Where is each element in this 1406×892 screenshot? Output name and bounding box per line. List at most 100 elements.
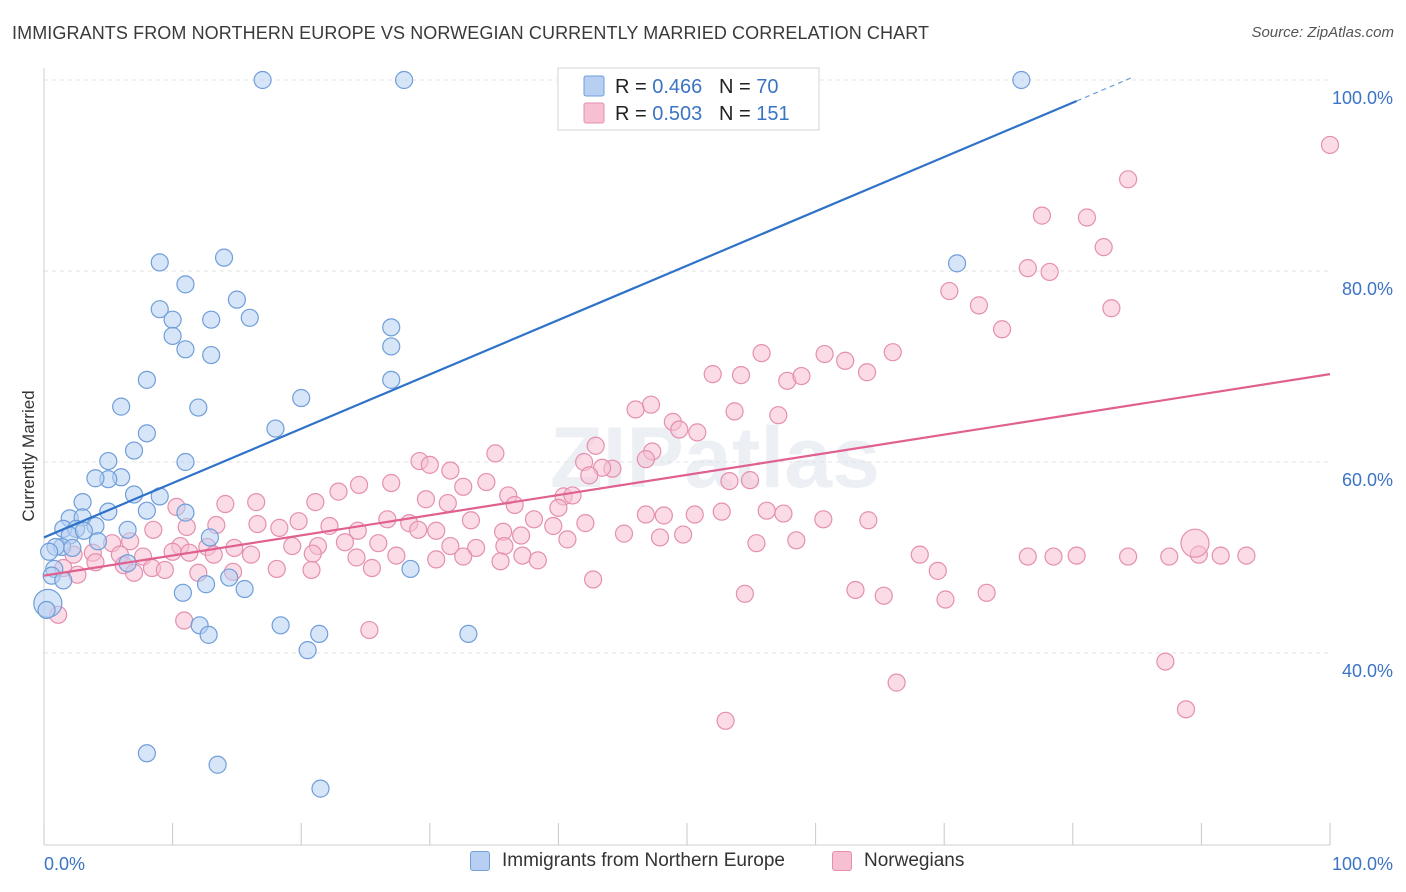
point-norwegians: [362, 558, 382, 578]
point-norwegians: [1320, 135, 1340, 155]
point-immigrants: [459, 624, 478, 644]
legend-label-immigrants: Immigrants from Northern Europe: [502, 850, 785, 871]
point-immigrants: [382, 318, 401, 337]
point-norwegians: [787, 531, 806, 550]
point-immigrants: [112, 397, 131, 416]
point-immigrants: [394, 70, 414, 90]
point-immigrants: [266, 419, 285, 438]
point-norwegians: [382, 473, 401, 493]
point-norwegians: [289, 512, 308, 531]
point-norwegians: [409, 520, 428, 539]
point-norwegians: [558, 530, 577, 549]
point-norwegians: [836, 351, 855, 370]
point-immigrants: [240, 308, 259, 327]
point-norwegians: [438, 493, 457, 513]
point-immigrants: [176, 275, 195, 294]
point-norwegians: [302, 560, 321, 580]
point-norwegians: [369, 534, 388, 553]
point-norwegians: [225, 538, 244, 558]
point-norwegians: [267, 559, 286, 579]
point-norwegians: [441, 461, 460, 480]
legend-label-norwegians: Norwegians: [864, 850, 965, 871]
point-immigrants: [163, 310, 182, 329]
source-label: Source: ZipAtlas.com: [1251, 24, 1394, 41]
point-immigrants: [208, 755, 227, 774]
point-immigrants: [310, 624, 329, 644]
point-norwegians: [283, 536, 302, 556]
point-norwegians: [1118, 547, 1138, 566]
point-immigrants: [63, 538, 82, 558]
point-immigrants: [947, 254, 967, 273]
point-immigrants: [137, 501, 156, 520]
point-norwegians: [992, 320, 1012, 339]
point-norwegians: [636, 505, 655, 524]
point-norwegians: [216, 494, 235, 514]
legend-item-norwegians[interactable]: Norwegians: [832, 850, 964, 872]
point-norwegians: [416, 490, 436, 509]
point-norwegians: [491, 552, 510, 571]
point-norwegians: [241, 545, 261, 564]
y-tick-labels: 40.0% 60.0% 80.0% 100.0%: [1332, 88, 1393, 681]
point-norwegians: [563, 486, 582, 505]
point-norwegians: [427, 521, 446, 540]
point-norwegians: [1077, 208, 1097, 227]
point-norwegians: [752, 344, 771, 363]
point-norwegians: [670, 420, 689, 439]
point-immigrants: [150, 253, 169, 272]
point-norwegians: [969, 296, 989, 315]
point-norwegians: [792, 366, 811, 386]
trend-line-immigrants-extension: [1076, 77, 1131, 102]
point-immigrants: [124, 441, 144, 460]
y-tick-label: 100.0%: [1332, 88, 1393, 108]
point-norwegians: [1180, 528, 1210, 558]
point-norwegians: [486, 444, 505, 463]
point-norwegians: [461, 511, 481, 530]
point-immigrants: [74, 521, 93, 540]
point-norwegians: [1211, 546, 1230, 565]
point-norwegians: [378, 510, 397, 529]
point-norwegians: [512, 526, 531, 545]
point-immigrants: [200, 528, 219, 547]
y-axis-label: Currently Married: [19, 390, 38, 521]
point-norwegians: [731, 365, 751, 385]
point-norwegians: [360, 620, 379, 640]
point-norwegians: [586, 436, 605, 455]
point-norwegians: [720, 472, 739, 491]
x-tick-label: 100.0%: [1332, 854, 1393, 874]
point-norwegians: [725, 402, 744, 421]
point-norwegians: [614, 524, 634, 543]
legend-item-immigrants[interactable]: Immigrants from Northern Europe: [470, 850, 785, 872]
point-norwegians: [329, 482, 348, 501]
point-norwegians: [887, 673, 906, 692]
point-norwegians: [513, 546, 532, 565]
point-norwegians: [549, 498, 568, 517]
point-norwegians: [712, 502, 731, 521]
trend-line-norwegians: [43, 373, 1331, 577]
point-norwegians: [936, 590, 955, 609]
point-immigrants: [1012, 70, 1031, 90]
point-norwegians: [874, 586, 893, 605]
y-tick-label: 80.0%: [1342, 279, 1393, 299]
point-immigrants: [253, 70, 272, 90]
stats-legend-row: R = 0.503 N = 151: [615, 103, 790, 125]
point-immigrants: [196, 575, 216, 594]
point-norwegians: [306, 493, 325, 512]
point-norwegians: [1032, 206, 1052, 225]
point-norwegians: [1118, 170, 1138, 189]
point-norwegians: [420, 455, 439, 474]
point-norwegians: [441, 536, 460, 556]
point-norwegians: [735, 584, 754, 603]
point-norwegians: [347, 548, 366, 567]
point-norwegians: [495, 536, 514, 556]
point-norwegians: [1176, 700, 1196, 719]
point-immigrants: [37, 600, 56, 620]
point-norwegians: [454, 477, 473, 496]
point-immigrants: [137, 424, 156, 443]
point-immigrants: [176, 452, 195, 472]
point-norwegians: [626, 400, 645, 419]
point-norwegians: [674, 525, 693, 544]
point-immigrants: [118, 520, 137, 539]
point-norwegians: [685, 505, 704, 524]
point-norwegians: [387, 546, 406, 565]
point-norwegians: [580, 466, 599, 485]
